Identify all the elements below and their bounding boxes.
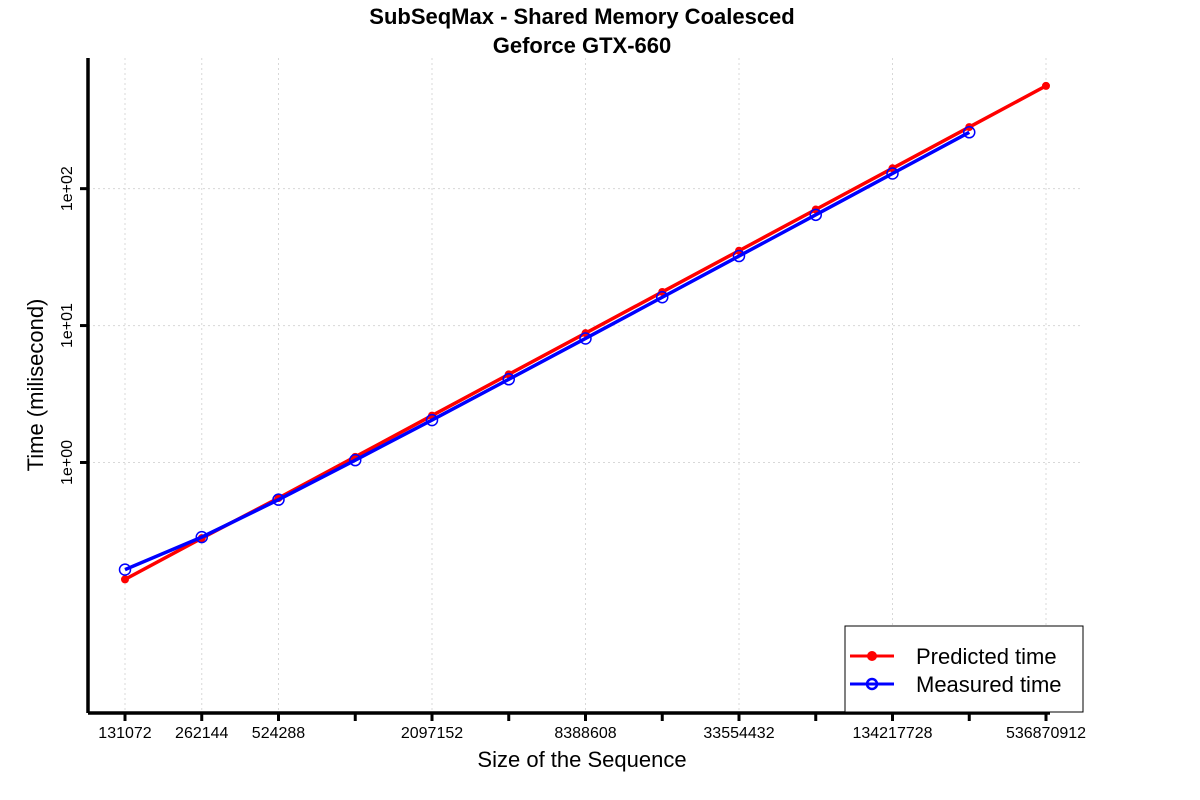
y-axis-ticks: 1e+00 1e+01 1e+02 xyxy=(59,166,88,485)
data-point xyxy=(1042,81,1050,90)
x-tick-label: 33554432 xyxy=(703,725,774,742)
series-layer xyxy=(118,81,1050,584)
data-point xyxy=(195,530,208,544)
data-point xyxy=(732,249,746,263)
data-point xyxy=(656,290,669,304)
x-tick-label: 134217728 xyxy=(852,725,932,742)
data-point xyxy=(349,453,362,467)
x-tick-label: 8388608 xyxy=(554,725,616,742)
x-tick-label: 2097152 xyxy=(401,725,463,742)
legend-marker-predicted xyxy=(867,651,877,661)
y-axis-label: Time (milisecond) xyxy=(23,299,48,472)
data-point xyxy=(502,373,515,386)
legend-marker-measured xyxy=(865,677,879,691)
data-point xyxy=(886,167,899,180)
chart-subtitle: Geforce GTX-660 xyxy=(493,33,672,58)
data-point xyxy=(272,493,285,506)
data-point xyxy=(809,208,822,222)
x-axis-label: Size of the Sequence xyxy=(477,747,686,772)
x-tick-label: 262144 xyxy=(175,725,228,742)
x-tick-label: 536870912 xyxy=(1006,725,1086,742)
series-line-measured-time xyxy=(124,130,971,572)
legend-box xyxy=(844,625,1084,713)
y-tick-label: 1e+02 xyxy=(59,166,76,211)
data-point xyxy=(963,126,976,139)
x-tick-label: 131072 xyxy=(98,725,151,742)
grid-lines xyxy=(88,58,1083,713)
data-point xyxy=(121,575,129,584)
y-tick-label: 1e+01 xyxy=(59,303,76,348)
legend-label-predicted: Predicted time xyxy=(916,644,1057,669)
data-point xyxy=(118,563,132,576)
chart-title: SubSeqMax - Shared Memory Coalesced xyxy=(369,4,794,29)
data-point xyxy=(425,413,439,427)
data-point xyxy=(579,332,592,345)
legend-label-measured: Measured time xyxy=(916,672,1062,697)
x-tick-label: 524288 xyxy=(252,725,305,742)
x-axis-ticks: 131072 262144 524288 2097152 8388608 33554432… xyxy=(98,713,1086,742)
legend: Predicted time Measured time xyxy=(844,625,1084,713)
y-tick-label: 1e+00 xyxy=(59,440,76,485)
